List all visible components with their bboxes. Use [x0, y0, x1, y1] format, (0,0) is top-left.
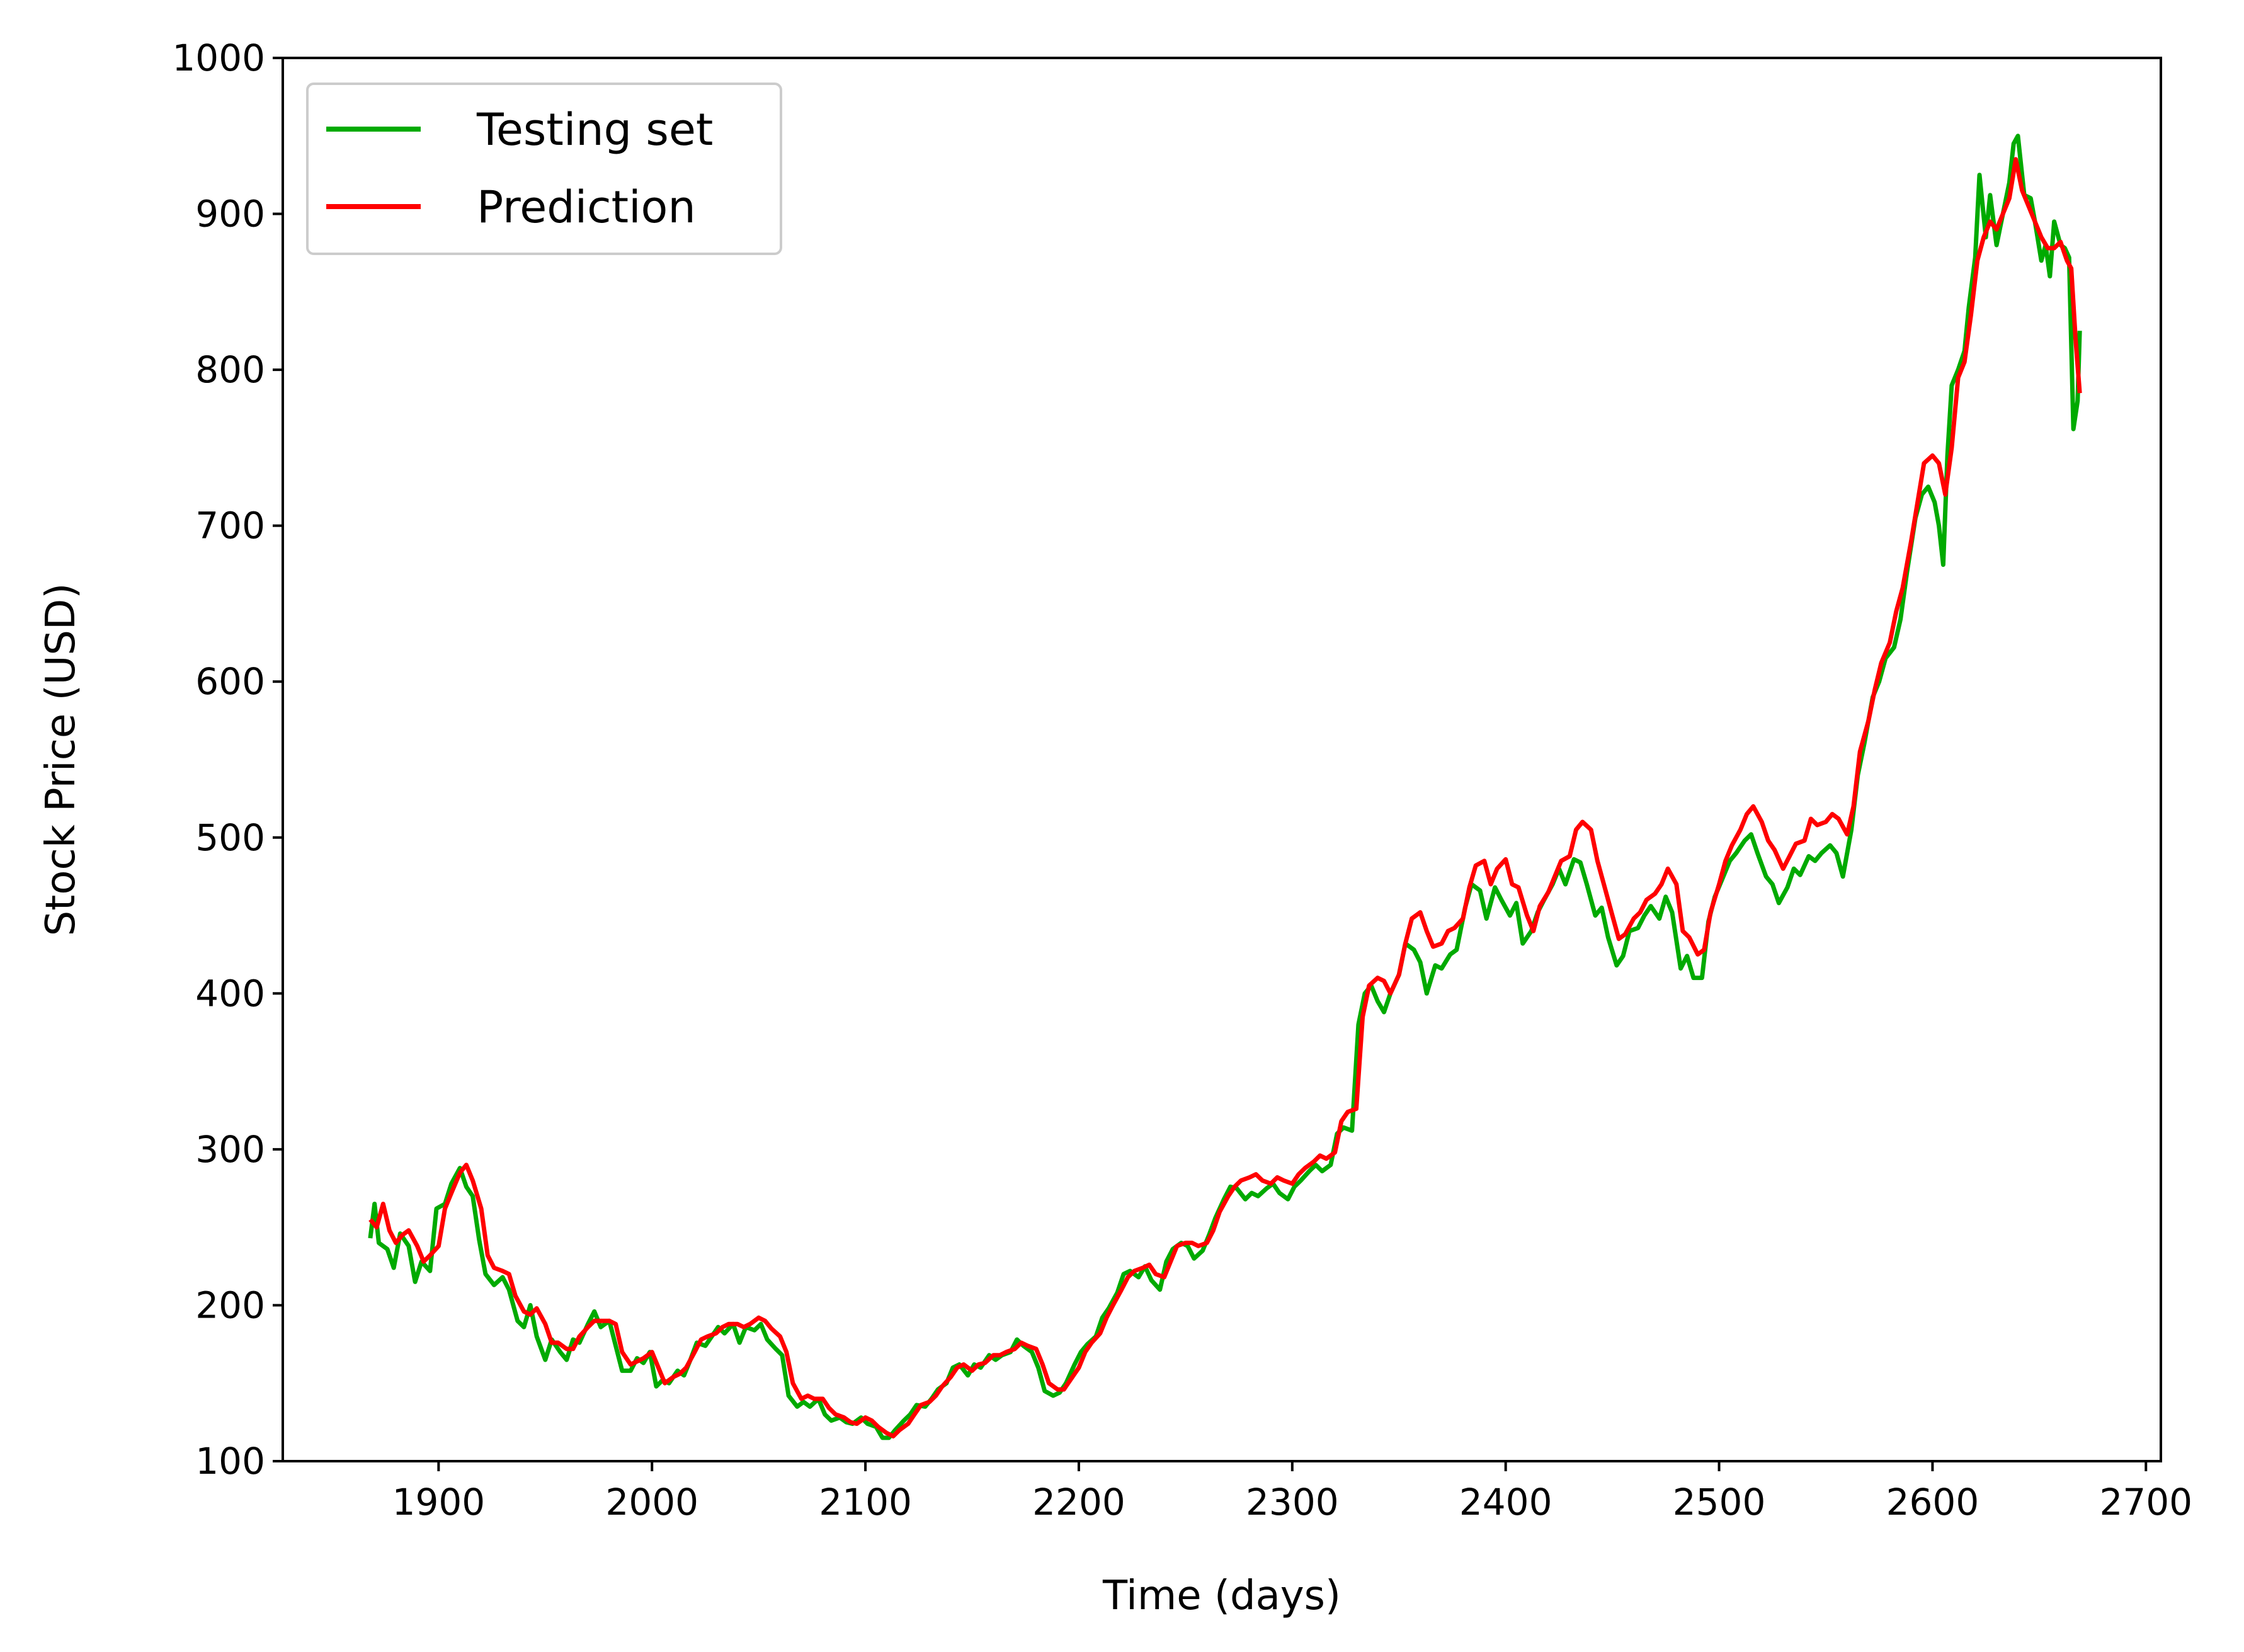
- x-tick-label: 1900: [392, 1481, 486, 1524]
- x-tick-label: 2000: [605, 1481, 698, 1524]
- y-axis: 100 200 300 400 500 600 700 800 900 1000: [172, 37, 283, 1483]
- x-tick-label: 2600: [1886, 1481, 1979, 1524]
- y-tick-label: 700: [195, 504, 265, 547]
- x-tick-label: 2700: [2099, 1481, 2192, 1524]
- y-tick-label: 900: [195, 193, 265, 236]
- y-tick-label: 500: [195, 816, 265, 859]
- plot-lines: [368, 134, 2082, 1440]
- legend-box: [306, 83, 782, 255]
- x-tick-label: 2500: [1673, 1481, 1766, 1524]
- x-tick-label: 2400: [1459, 1481, 1552, 1524]
- legend-label-testing-set: Testing set: [476, 104, 713, 156]
- x-tick-label: 2200: [1032, 1481, 1125, 1524]
- y-axis-title: Stock Price (USD): [38, 583, 84, 937]
- plot-frame: [282, 57, 2162, 1462]
- y-tick-label: 100: [195, 1440, 265, 1483]
- series-line-testing-set: [368, 134, 2082, 1440]
- y-tick-label: 300: [195, 1128, 265, 1171]
- y-tick-label: 1000: [172, 37, 265, 79]
- x-axis-title: Time (days): [1102, 1573, 1341, 1619]
- y-tick-label: 800: [195, 348, 265, 391]
- legend-label-prediction: Prediction: [477, 181, 696, 233]
- series-line-prediction: [368, 157, 2082, 1438]
- x-axis: 1900 2000 2100 2200 2300 2400 2500 2600 2700: [392, 1461, 2192, 1524]
- x-tick-label: 2100: [819, 1481, 912, 1524]
- y-tick-label: 200: [195, 1284, 265, 1326]
- y-tick-label: 400: [195, 972, 265, 1015]
- legend: Testing set Prediction: [306, 83, 782, 255]
- x-tick-label: 2300: [1246, 1481, 1339, 1524]
- y-tick-label: 600: [195, 660, 265, 703]
